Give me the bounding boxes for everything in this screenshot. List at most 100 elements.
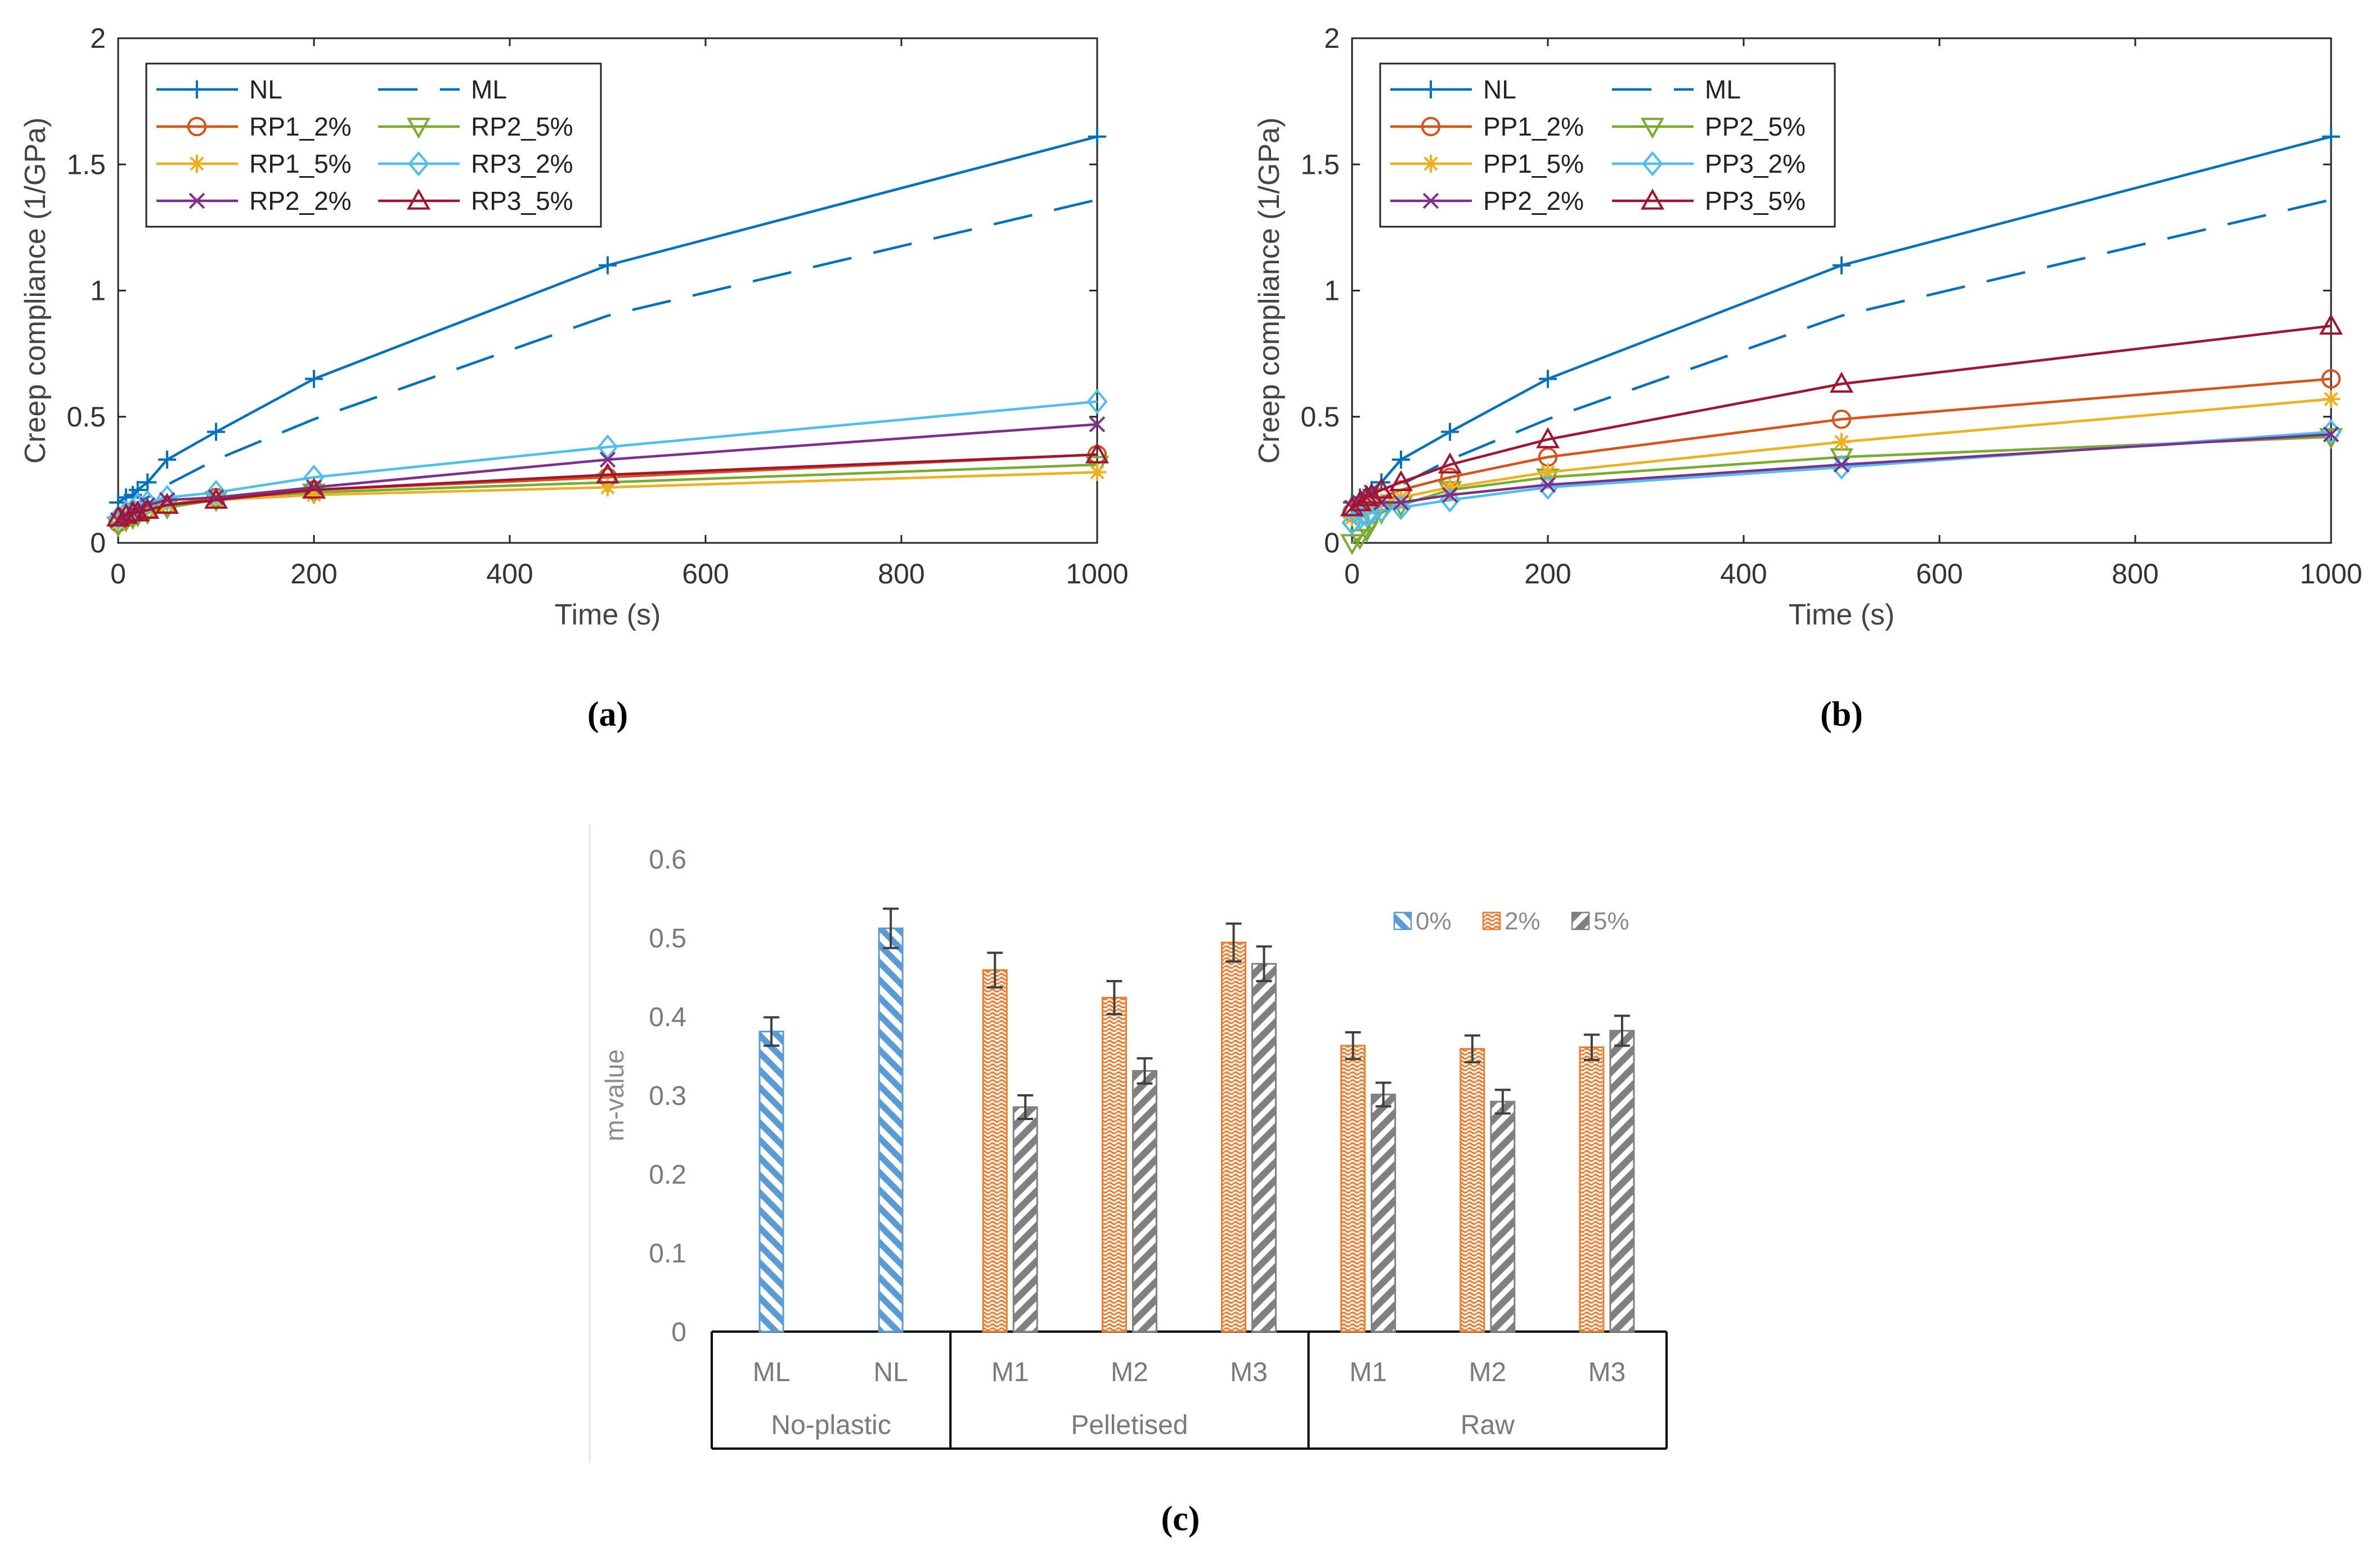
- legend-label: PP1_2%: [1483, 112, 1584, 141]
- panel-caption: (c): [1161, 1500, 1200, 1538]
- legend-entry-pp1-5pct: PP1_5%: [1390, 149, 1584, 178]
- legend-label: RP3_2%: [471, 149, 573, 178]
- error-bar-5pct: [1017, 1094, 1034, 1120]
- data-point-rp2-2pct: [599, 451, 616, 468]
- data-point-rp3-5pct: [204, 488, 228, 509]
- category-label: NL: [874, 1357, 908, 1387]
- data-point-pp3-5pct: [1438, 452, 1462, 474]
- x-tick-label: 400: [486, 558, 533, 590]
- y-tick-label: 0: [1324, 527, 1340, 559]
- legend-entry-nl: NL: [1390, 75, 1516, 104]
- legend-entry-nl: NL: [156, 75, 282, 104]
- data-point-rp3-5pct: [106, 505, 131, 527]
- legend-label: RP2_2%: [249, 186, 352, 215]
- bar-2pct: [1340, 1045, 1366, 1333]
- legend-swatch: [1571, 911, 1590, 930]
- y-axis-title: Creep compliance (1/GPa): [1253, 118, 1286, 464]
- category-label: M2: [1111, 1357, 1148, 1387]
- legend-marker: [1422, 192, 1439, 209]
- error-bar-0pct: [764, 1016, 780, 1047]
- bar-2pct: [1579, 1046, 1605, 1333]
- x-tick-label: 200: [1524, 558, 1571, 590]
- legend-marker: [406, 188, 431, 210]
- data-point-nl: [305, 370, 323, 388]
- bar-0pct: [878, 927, 904, 1333]
- bar-2pct: [1221, 941, 1247, 1333]
- data-point-rp3-5pct: [125, 500, 150, 522]
- legend-label: RP3_5%: [471, 186, 573, 215]
- data-point-pp2-2pct: [2323, 426, 2339, 443]
- bar-5pct: [1490, 1100, 1516, 1333]
- x-tick-label: 1000: [1066, 558, 1128, 590]
- x-tick-label: 200: [290, 558, 337, 590]
- bar-5pct: [1371, 1094, 1396, 1333]
- legend-entry-rp2-2pct: RP2_2%: [156, 186, 352, 215]
- legend: 0% 2% 5%: [1393, 907, 1629, 935]
- bar-5pct: [1012, 1106, 1038, 1333]
- error-bar-2pct: [1106, 980, 1122, 1015]
- legend-box: [1379, 62, 1836, 228]
- data-point-rp2-2pct: [306, 479, 322, 496]
- y-tick-label: 0.4: [649, 1002, 686, 1032]
- x-tick-label: 1000: [2300, 558, 2362, 590]
- data-point-pp3-2pct: [1390, 494, 1412, 520]
- legend: NL ML PP1_2% PP2_5% PP1_5% PP3_2% PP2_2% PP3_5%: [1379, 62, 1836, 228]
- panel-caption: (a): [587, 695, 628, 734]
- data-point-pp3-5pct: [1389, 470, 1413, 491]
- data-point-rp2-2pct: [1089, 416, 1106, 433]
- legend-marker: [1422, 155, 1440, 173]
- y-tick-label: 0.1: [649, 1239, 686, 1269]
- legend-label: 2%: [1505, 907, 1541, 935]
- data-point-pp1-5pct: [1539, 463, 1557, 482]
- series-rp3-5pct: [106, 442, 1110, 527]
- y-tick-label: 1: [1324, 275, 1340, 307]
- data-point-pp3-5pct: [1369, 478, 1394, 499]
- bar-2pct: [1101, 996, 1127, 1333]
- legend-entry-ml: ML: [1612, 75, 1741, 104]
- error-bar-2pct: [1464, 1034, 1480, 1064]
- legend-marker: [187, 116, 207, 137]
- legend-entry-5pct: 5%: [1571, 907, 1629, 935]
- group-label: No-plastic: [771, 1410, 891, 1440]
- legend-entry-ml: ML: [378, 75, 507, 104]
- legend-label: PP3_2%: [1705, 149, 1806, 178]
- data-point-pp3-2pct: [1349, 505, 1371, 531]
- bar-5pct: [1251, 963, 1277, 1333]
- legend-label: NL: [249, 75, 282, 104]
- panel-c-chart: 0 0.1 0.2 0.3 0.4 0.5 0.6 m-value ML NL No-plastic…: [589, 824, 1668, 1538]
- data-point-pp3-5pct: [1340, 495, 1364, 516]
- data-point-pp1-5pct: [2322, 390, 2340, 408]
- error-bar-5pct: [1137, 1057, 1153, 1085]
- y-tick-label: 2: [1324, 23, 1340, 54]
- series-line-pp3-2pct: [1351, 430, 2332, 524]
- data-point-rp3-2pct: [205, 479, 227, 505]
- error-bar-5pct: [1256, 945, 1272, 982]
- error-bar-2pct: [1583, 1033, 1600, 1061]
- legend-entry-pp2-5pct: PP2_5%: [1612, 112, 1806, 141]
- data-point-nl: [599, 256, 617, 275]
- data-point-rp3-5pct: [302, 478, 326, 499]
- error-bar-5pct: [1494, 1089, 1511, 1115]
- data-point-rp3-2pct: [1086, 389, 1108, 415]
- panel-caption: (b): [1820, 695, 1863, 734]
- x-tick-label: 0: [1344, 558, 1360, 590]
- group-label: Raw: [1461, 1410, 1515, 1440]
- legend-swatch: [1482, 911, 1501, 930]
- error-bar-0pct: [883, 907, 899, 950]
- data-point-nl: [1088, 127, 1106, 146]
- data-point-rp3-2pct: [597, 434, 618, 460]
- legend-marker: [1640, 188, 1665, 210]
- y-tick-label: 1: [90, 275, 106, 307]
- y-tick-label: 0.2: [649, 1160, 686, 1190]
- group-label: Pelletised: [1071, 1410, 1188, 1440]
- y-tick-label: 2: [90, 23, 106, 54]
- legend-entry-pp1-2pct: PP1_2%: [1390, 112, 1584, 141]
- legend-entry-rp1-5pct: RP1_5%: [156, 149, 352, 178]
- series-nl: [109, 127, 1106, 512]
- data-point-nl: [1539, 370, 1557, 388]
- series-line-rp3-5pct: [118, 453, 1098, 519]
- data-point-rp1-5pct: [305, 485, 323, 504]
- data-point-pp3-5pct: [2319, 313, 2343, 335]
- data-point-pp2-2pct: [1833, 456, 1850, 473]
